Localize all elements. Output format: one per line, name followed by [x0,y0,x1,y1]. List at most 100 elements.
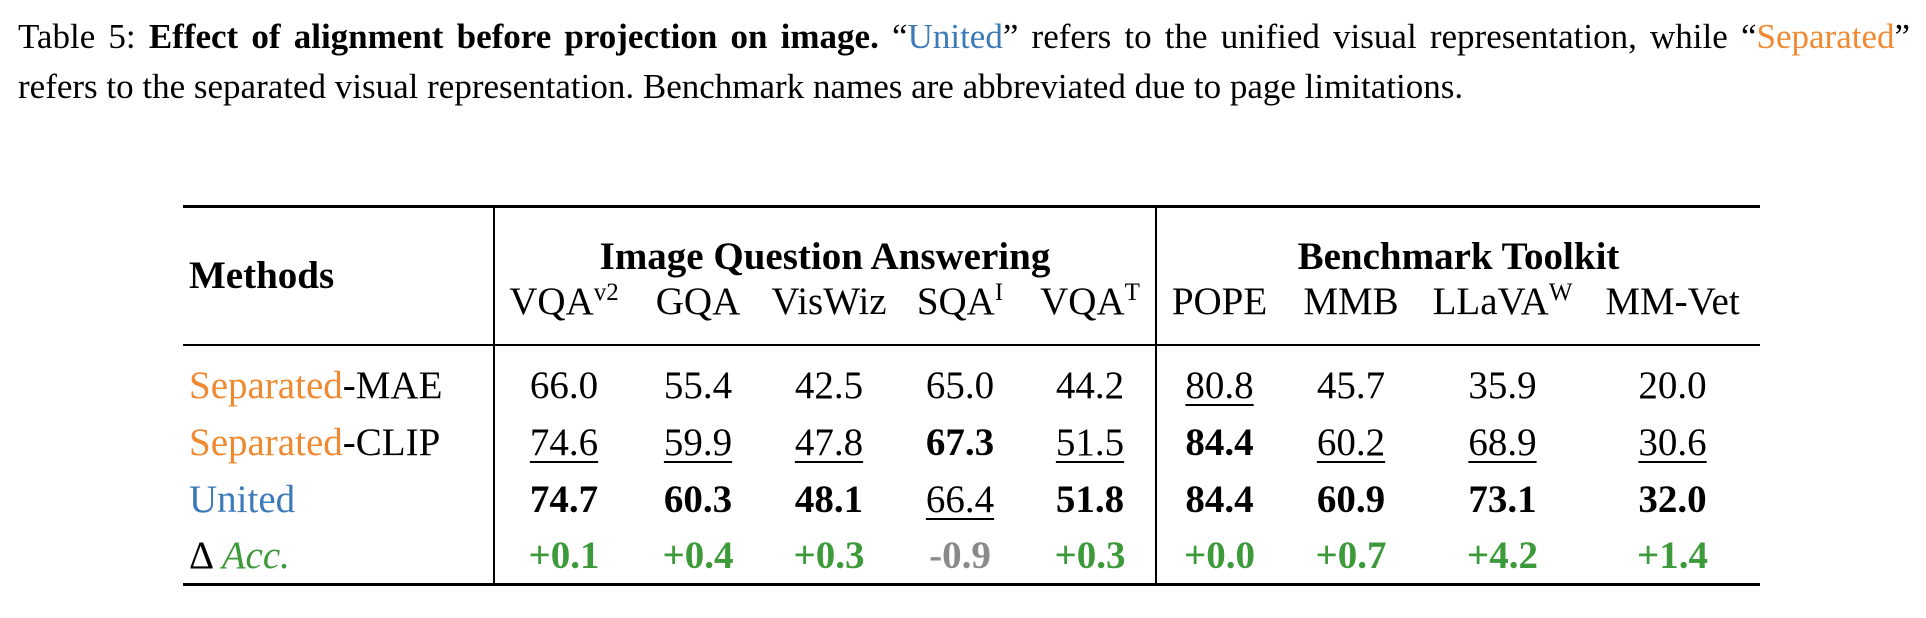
spacer-cell [1585,345,1760,357]
value: 80.8 [1185,363,1254,407]
value: 84.4 [1185,420,1254,464]
value: 60.9 [1316,477,1386,521]
value-cell: 42.5 [763,357,895,414]
value-cell: +0.7 [1282,527,1420,586]
value-cell: 74.6 [493,413,633,471]
value: -0.9 [929,533,991,577]
value-cell: 65.0 [895,357,1025,414]
column-sup: W [1548,278,1573,306]
value-cell: +1.4 [1585,527,1760,586]
spacer-cell [1025,345,1156,357]
value: 84.4 [1185,477,1254,521]
method-cell: Δ Acc. [183,527,494,586]
column-sup: I [994,278,1004,306]
value: 42.5 [794,363,864,407]
value-cell: +0.0 [1155,527,1282,586]
value-cell: 20.0 [1585,357,1760,414]
value-cell: 51.8 [1025,471,1156,528]
data-row: United 74.7 60.3 48.1 66.4 51.8 84.4 60.9 73.1 32… [183,470,1760,528]
column-header: VQAv2 [493,278,633,346]
value-cell: 48.1 [763,471,895,528]
value: +1.4 [1637,533,1708,577]
column-header: MMB [1282,278,1420,346]
value: 74.7 [529,477,599,521]
value-cell: -0.9 [895,527,1025,586]
method-text: -CLIP [342,420,441,464]
value: +0.1 [528,533,600,577]
value: 35.9 [1468,363,1537,407]
value-cell: 30.6 [1585,414,1760,471]
method-text: Separated [189,363,343,407]
data-row: Separated-CLIP 74.6 59.9 47.8 67.3 51.5 84.4 60… [183,413,1760,471]
method-text: United [189,477,296,521]
method-cell: Separated-CLIP [183,414,494,471]
method-text: -MAE [342,363,443,407]
value-cell: +0.3 [763,527,895,586]
caption-text: Separated [1756,17,1895,56]
value: 55.4 [663,363,733,407]
column-name: MMB [1303,279,1399,323]
value: 51.5 [1055,420,1125,464]
value: 73.1 [1468,477,1537,521]
group-header: Benchmark Toolkit [1155,205,1760,279]
method-cell: Separated-MAE [183,357,494,414]
value-cell: 68.9 [1420,414,1585,471]
value-cell: 84.4 [1155,413,1282,471]
value-cell: +0.3 [1025,527,1156,586]
value: 48.1 [794,477,864,521]
results-table: Methods Image Question Answering Benchmark… [183,205,1760,586]
caption-text: United [907,17,1003,56]
value: 66.4 [925,477,995,521]
caption-text: ” refers to the separated visual represe… [18,17,1911,106]
value: 74.6 [529,420,599,464]
spacer-cell [183,345,494,357]
column-header: MM-Vet [1585,278,1760,346]
method-text: Δ [189,533,222,577]
value-cell: 44.2 [1025,357,1156,414]
value-cell: 45.7 [1282,357,1420,414]
caption-text: ” refers to the unified visual represent… [1002,17,1757,56]
value: 32.0 [1638,477,1707,521]
caption: Table 5: Effect of alignment before proj… [18,12,1910,112]
column-name: VQA [509,279,594,323]
spacer-cell [763,345,895,357]
value: 67.3 [925,420,995,464]
column-header: SQAI [895,278,1025,346]
spacer-cell [633,345,763,357]
data-row: Δ Acc. +0.1 +0.4 +0.3 -0.9 +0.3 +0.0 +0.7 +4.2 +1… [183,527,1760,586]
column-header: POPE [1155,278,1282,346]
value: 60.2 [1316,420,1386,464]
data-row: Separated-MAE 66.0 55.4 42.5 65.0 44.2 80.8 45.… [183,356,1760,414]
value-cell: 73.1 [1420,471,1585,528]
column-name: VisWiz [771,279,887,323]
spacer-cell [1420,345,1585,357]
value-cell: 66.0 [493,356,633,414]
column-header: LLaVAW [1420,278,1585,346]
column-name: MM-Vet [1605,279,1740,323]
column-sup: v2 [593,278,619,306]
column-header: VisWiz [763,278,895,346]
value: 20.0 [1638,363,1707,407]
caption-title: Effect of alignment before projection on… [148,17,879,56]
value-cell: 80.8 [1155,356,1282,414]
value: +0.0 [1184,533,1255,577]
value-cell: 84.4 [1155,470,1282,528]
value: 60.3 [663,477,733,521]
value-cell: 60.2 [1282,414,1420,471]
value: 51.8 [1055,477,1125,521]
value-cell: 74.7 [493,470,633,528]
caption-label: Table 5: [18,17,136,56]
value-cell: 59.9 [633,414,763,471]
spacer-cell [493,344,633,357]
value-cell: +0.1 [493,527,633,586]
column-name: VQA [1040,279,1125,323]
spacer-cell [1282,345,1420,357]
header-row: VQAv2 GQA VisWiz SQAI VQAT POPE MMB LLaVAW MM-Ve… [183,278,1760,346]
value-cell: 67.3 [895,414,1025,471]
column-header: VQAT [1025,278,1156,346]
value: 68.9 [1468,420,1537,464]
value: +0.3 [1054,533,1126,577]
caption-text: “ [892,17,908,56]
column-name: POPE [1171,279,1268,323]
